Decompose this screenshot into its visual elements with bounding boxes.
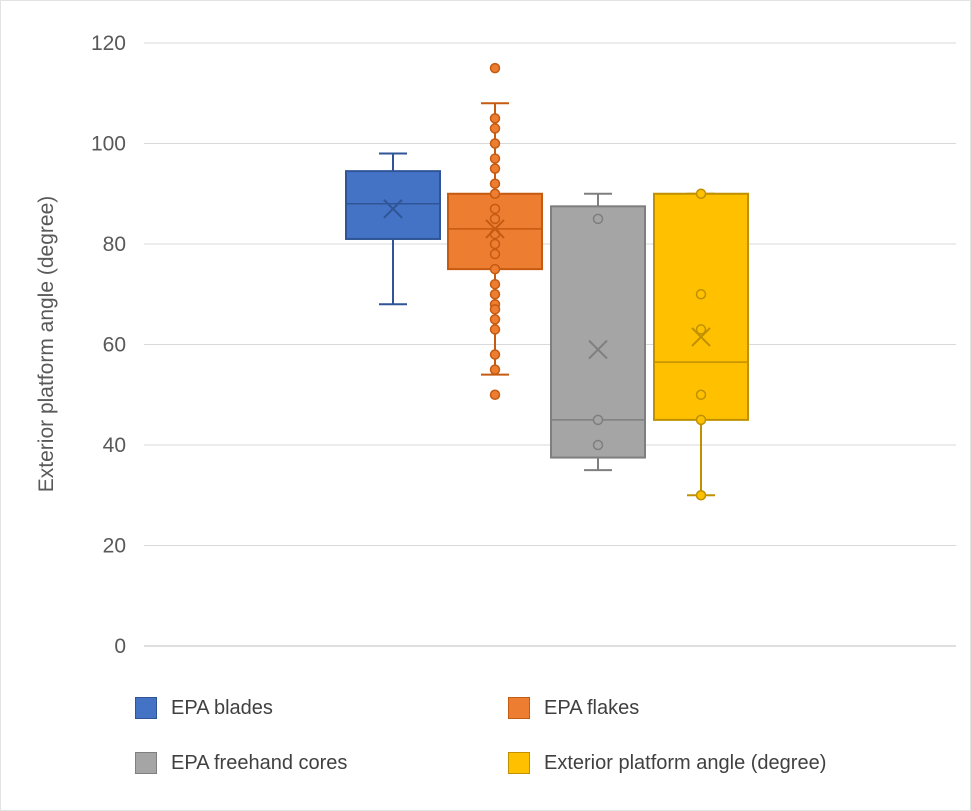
data-point: [489, 138, 501, 149]
data-point: [489, 324, 501, 335]
mean-marker-stroke: [588, 339, 608, 360]
mean-marker: [691, 327, 711, 347]
data-point: [489, 153, 501, 164]
box-series: [345, 62, 749, 501]
box-series-epa-flakes: [447, 62, 543, 400]
y-tick-label: 20: [103, 535, 126, 558]
data-point: [489, 188, 501, 199]
data-point: [592, 213, 604, 225]
legend-label-exterior-platform-angle: Exterior platform angle (degree): [544, 751, 827, 774]
legend-label-epa-freehand-cores: EPA freehand cores: [171, 751, 348, 774]
data-point: [489, 113, 501, 124]
mean-marker-stroke: [383, 199, 403, 219]
mean-marker-stroke: [485, 219, 505, 239]
data-point: [489, 364, 501, 375]
data-point: [489, 248, 501, 260]
data-point: [489, 314, 501, 325]
data-point: [489, 263, 501, 275]
box-series-epa-freehand-cores: [550, 192, 646, 472]
data-point: [489, 389, 501, 400]
data-point: [489, 278, 501, 290]
data-point: [695, 490, 707, 501]
data-point: [695, 289, 707, 300]
legend: EPA blades EPA flakes EPA freehand cores…: [135, 697, 895, 774]
data-point: [489, 289, 501, 300]
box: [653, 192, 749, 421]
mean-marker: [588, 339, 608, 360]
data-point: [489, 203, 501, 215]
data-point: [489, 213, 501, 225]
data-point: [695, 414, 707, 426]
box: [345, 170, 441, 240]
y-tick-label: 120: [91, 32, 126, 55]
data-point: [695, 188, 707, 199]
data-point: [592, 439, 604, 451]
box-plot-chart: 0 20 40 60 80 100 120 Exterior platform angle …: [35, 32, 956, 658]
y-tick-label: 80: [103, 233, 126, 256]
data-point: [489, 123, 501, 134]
legend-label-epa-flakes: EPA flakes: [544, 696, 640, 719]
data-point: [489, 349, 501, 360]
data-point: [489, 304, 501, 315]
y-tick-label: 60: [103, 334, 126, 357]
data-point: [695, 324, 707, 335]
data-point: [592, 414, 604, 426]
data-point: [489, 178, 501, 189]
legend-swatch-epa-blades: [135, 697, 157, 719]
data-point: [489, 62, 501, 74]
y-tick-label: 40: [103, 434, 126, 457]
legend-item-epa-flakes: EPA flakes: [508, 697, 881, 719]
y-axis-label: Exterior platform angle (degree): [35, 196, 58, 492]
legend-item-exterior-platform-angle: Exterior platform angle (degree): [508, 752, 881, 774]
data-point: [489, 163, 501, 174]
legend-item-epa-freehand-cores: EPA freehand cores: [135, 752, 508, 774]
legend-swatch-epa-freehand-cores: [135, 752, 157, 774]
mean-marker-stroke: [691, 327, 711, 347]
legend-label-epa-blades: EPA blades: [171, 696, 273, 719]
box-series-epa-blades: [345, 152, 441, 306]
legend-swatch-exterior-platform-angle: [508, 752, 530, 774]
legend-swatch-epa-flakes: [508, 697, 530, 719]
data-point: [695, 389, 707, 400]
y-tick-label: 0: [114, 635, 126, 658]
mean-marker: [383, 199, 403, 219]
y-axis-tick-labels: 0 20 40 60 80 100 120: [91, 32, 126, 658]
y-tick-label: 100: [91, 133, 126, 156]
data-point: [489, 238, 501, 250]
mean-marker: [485, 219, 505, 239]
legend-item-epa-blades: EPA blades: [135, 697, 508, 719]
box-series-exterior-platform-angle-degree: [653, 188, 749, 501]
